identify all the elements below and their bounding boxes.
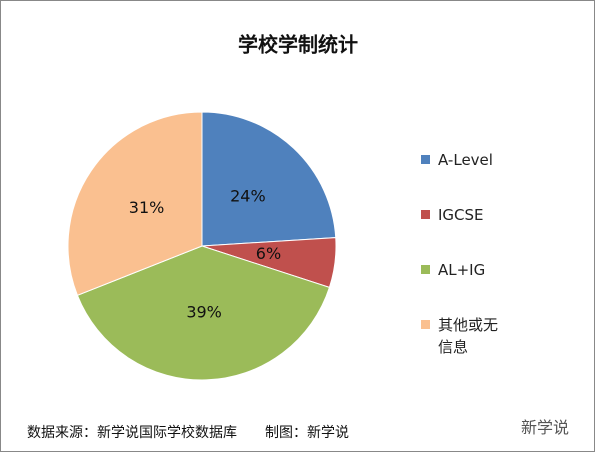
- pie-slice: [67, 111, 203, 296]
- value-label: 6%: [256, 244, 281, 263]
- legend-swatch: [421, 210, 430, 219]
- source-note: 数据来源：新学说国际学校数据库 制图：新学说: [27, 425, 349, 441]
- legend-label: IGCSE: [438, 206, 484, 224]
- legend-label: 其他或无信息: [438, 316, 499, 356]
- legend-swatch: [421, 265, 430, 274]
- watermark: 新学说: [521, 418, 570, 437]
- chart-title: 学校学制统计: [238, 33, 358, 57]
- value-label: 31%: [129, 198, 165, 217]
- pie-slice: [76, 245, 331, 381]
- legend-swatch: [421, 155, 430, 164]
- value-label: 39%: [186, 302, 222, 321]
- legend-label: AL+IG: [438, 261, 486, 279]
- legend-swatch: [421, 320, 430, 329]
- pie-slice: [201, 111, 337, 247]
- value-label: 24%: [230, 187, 266, 206]
- legend-label: A-Level: [438, 151, 493, 169]
